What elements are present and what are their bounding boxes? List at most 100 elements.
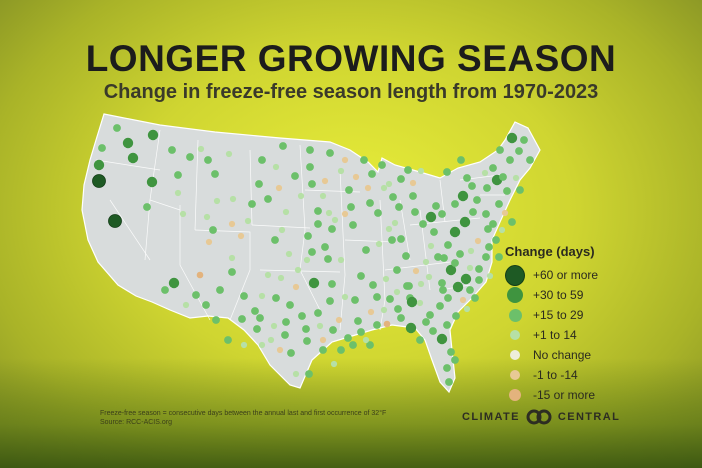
marker-minus-1-14 (341, 210, 349, 218)
marker-15-29 (439, 286, 447, 294)
marker-30-59 (425, 211, 437, 223)
marker-1-14 (393, 288, 401, 296)
marker-15-29 (395, 203, 403, 211)
marker-1-14 (267, 336, 275, 344)
marker-15-29 (174, 171, 182, 179)
marker-15-29 (404, 166, 412, 174)
marker-30-59 (449, 226, 461, 238)
marker-1-14 (391, 219, 399, 227)
marker-15-29 (161, 286, 169, 294)
marker-15-29 (308, 180, 316, 188)
marker-15-29 (389, 193, 397, 201)
legend-swatch-60-plus (505, 264, 525, 286)
marker-15-29 (314, 309, 322, 317)
marker-30-59 (146, 176, 158, 188)
marker-15-29 (212, 316, 220, 324)
marker-1-14 (258, 292, 266, 300)
marker-15-29 (397, 235, 405, 243)
marker-15-29 (304, 232, 312, 240)
marker-15-29 (344, 334, 352, 342)
marker-1-14 (197, 145, 205, 153)
marker-minus-15-plus (196, 271, 204, 279)
marker-15-29 (456, 250, 464, 258)
marker-15-29 (271, 236, 279, 244)
marker-15-29 (411, 208, 419, 216)
marker-15-29 (419, 220, 427, 228)
marker-30-59 (147, 129, 159, 141)
marker-1-14 (331, 216, 339, 224)
marker-15-29 (484, 225, 492, 233)
marker-30-59 (93, 159, 105, 171)
marker-1-14 (229, 195, 237, 203)
marker-15-29 (216, 286, 224, 294)
marker-15-29 (366, 199, 374, 207)
marker-1-14 (425, 273, 433, 281)
legend-item: No change (505, 345, 635, 365)
marker-15-29 (451, 259, 459, 267)
legend-item: +60 or more (505, 264, 635, 286)
marker-15-29 (515, 147, 523, 155)
marker-15-29 (520, 136, 528, 144)
marker-15-29 (436, 302, 444, 310)
marker-15-29 (368, 170, 376, 178)
marker-15-29 (416, 336, 424, 344)
marker-15-29 (302, 325, 310, 333)
marker-15-29 (489, 220, 497, 228)
marker-1-14 (228, 254, 236, 262)
marker-1-14 (213, 197, 221, 205)
marker-15-29 (253, 325, 261, 333)
marker-15-29 (445, 378, 453, 386)
marker-15-29 (463, 174, 471, 182)
legend-swatch-minus-1-14 (510, 370, 520, 380)
marker-15-29 (508, 218, 516, 226)
footnote: Freeze-free season = consecutive days be… (100, 409, 386, 427)
marker-1-14 (337, 256, 345, 264)
marker-15-29 (492, 236, 500, 244)
marker-15-29 (499, 173, 507, 181)
marker-15-29 (326, 149, 334, 157)
legend-swatch-minus-15-plus (509, 389, 521, 401)
marker-15-29 (444, 241, 452, 249)
marker-15-29 (291, 172, 299, 180)
marker-1-14 (179, 210, 187, 218)
marker-minus-15-plus (383, 320, 391, 328)
marker-15-29 (369, 281, 377, 289)
marker-15-29 (303, 337, 311, 345)
marker-15-29 (349, 341, 357, 349)
marker-1-14 (427, 242, 435, 250)
marker-1-14 (498, 226, 506, 234)
marker-15-29 (306, 146, 314, 154)
marker-15-29 (240, 292, 248, 300)
marker-15-29 (281, 331, 289, 339)
footnote-definition: Freeze-free season = consecutive days be… (100, 410, 387, 417)
marker-1-14 (174, 189, 182, 197)
marker-15-29 (483, 184, 491, 192)
marker-1-14 (285, 250, 293, 258)
marker-30-59 (308, 277, 320, 289)
legend: Change (days) +60 or more +30 to 59 +15 … (505, 244, 635, 405)
climate-central-logo: CLIMATE CENTRAL (462, 409, 620, 425)
marker-15-29 (345, 186, 353, 194)
marker-30-59 (122, 137, 134, 149)
marker-15-29 (516, 186, 524, 194)
legend-item: +30 to 59 (505, 285, 635, 305)
marker-1-14 (486, 272, 494, 280)
marker-15-29 (438, 210, 446, 218)
marker-1-14 (225, 150, 233, 158)
state-borders (95, 129, 505, 331)
marker-1-14 (316, 322, 324, 330)
marker-1-14 (270, 322, 278, 330)
marker-15-29 (473, 196, 481, 204)
page-subtitle: Change in freeze-free season length from… (103, 81, 599, 103)
brand-right-text: CENTRAL (557, 411, 621, 423)
marker-1-14 (325, 209, 333, 217)
marker-30-59 (168, 277, 180, 289)
marker-15-29 (466, 286, 474, 294)
marker-15-29 (482, 210, 490, 218)
marker-1-14 (481, 169, 489, 177)
marker-15-29 (279, 142, 287, 150)
legend-swatch-1-14 (510, 330, 520, 340)
marker-30-59 (127, 152, 139, 164)
marker-15-29 (447, 348, 455, 356)
marker-15-29 (329, 326, 337, 334)
